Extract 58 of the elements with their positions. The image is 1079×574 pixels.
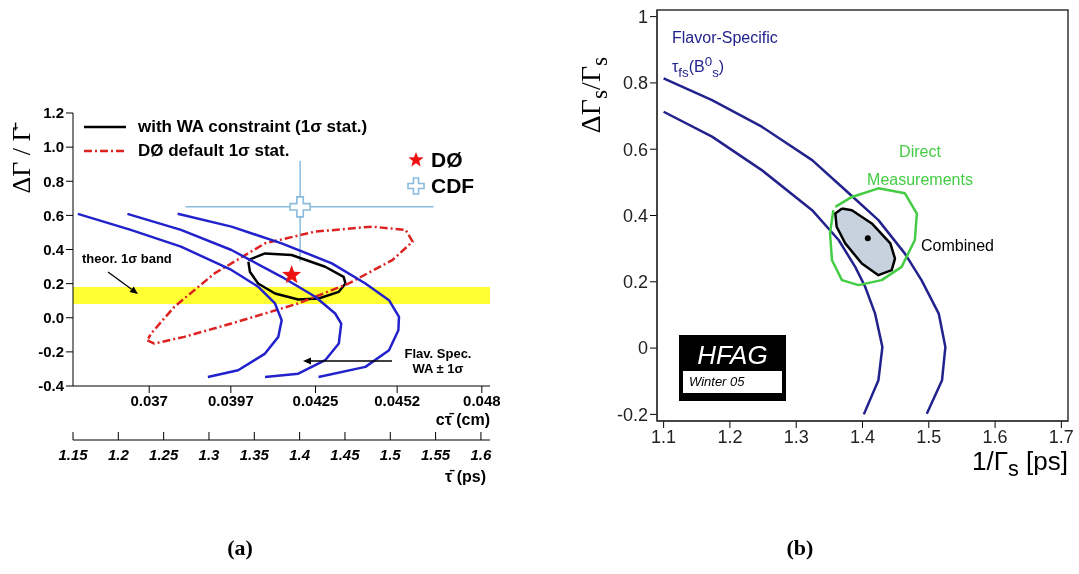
annotation: HFAG [696,339,769,371]
line-series [176,212,401,379]
x2-axis-title: τ̄ (ps) [445,468,486,486]
x2-tick-label: 1.25 [149,446,179,463]
y-tick-label: 0.8 [622,73,648,94]
line-series [76,212,283,379]
legend-label: with WA constraint (1σ stat.) [138,117,368,137]
y-tick-label: 0.8 [43,172,64,190]
y-tick-label: 0.0 [43,309,64,327]
x-tick-label: 1.6 [982,426,1008,447]
x2-tick-label: 1.35 [239,446,270,463]
annotation: Flav. Spec. WA ± 1σ [403,346,473,376]
legend-label: DØ default 1σ stat. [138,141,290,161]
y-tick-label: 0 [637,338,648,359]
x-tick-label: 0.0452 [374,391,421,409]
x-axis-title: 1/Γ$_{s}$ [ps] [972,446,1068,483]
x-tick-label: 1.5 [916,426,942,447]
band-label: theor. 1σ band [82,251,172,266]
x-tick-label: 1.1 [651,426,677,447]
y-tick-label: -0.2 [616,404,648,425]
text: (a) [226,535,254,561]
line-series [246,252,347,301]
x2-tick-label: 1.4 [289,446,311,463]
x2-tick-label: 1.45 [330,446,361,463]
x-tick-label: 0.048 [463,391,501,409]
x2-tick-label: 1.15 [58,446,89,463]
x-tick-label: 1.2 [717,426,743,447]
legend-label: CDF [431,174,475,198]
series-label: Flavor-Specific τ$_{fs}$(B$^{0}$$_{s}$) [672,28,779,82]
x2-tick-label: 1.55 [421,446,451,463]
y-tick-label: -0.4 [38,377,65,395]
x-tick-label: 1.4 [849,426,876,447]
caption-box: HFAG Winter 05 [679,335,786,401]
legend-label: DØ [431,148,463,172]
x2-tick-label: 1.2 [107,446,130,463]
x2-tick-label: 1.5 [379,446,402,463]
y-tick-label: 0.2 [622,272,648,293]
y-tick-label: 0.6 [622,139,648,160]
y-tick-label: 1.2 [43,104,64,122]
x2-tick-label: 1.3 [198,446,221,463]
series-label: Direct Measurements [866,142,974,190]
y-tick-label: 0.6 [43,206,64,224]
x-axis-title: cτ̄ (cm) [435,411,490,429]
y-tick-label: -0.2 [38,343,64,361]
y-tick-label: 1 [637,7,648,28]
y-tick-label: 1.0 [43,138,64,156]
x-tick-label: 0.037 [130,391,168,409]
y-tick-label: 0.4 [43,240,65,258]
series-label: Combined [921,237,995,255]
x-tick-label: 0.0425 [292,391,339,409]
x-tick-label: 0.0397 [207,391,254,409]
text: (b) [785,535,815,561]
x-tick-label: 1.7 [1048,426,1074,447]
x-tick-label: 1.3 [783,426,809,447]
y-tick-label: 0.4 [622,205,648,226]
y-tick-label: 0.2 [43,274,64,292]
x2-tick-label: 1.6 [470,446,493,463]
annotation: Winter 05 [683,371,782,393]
